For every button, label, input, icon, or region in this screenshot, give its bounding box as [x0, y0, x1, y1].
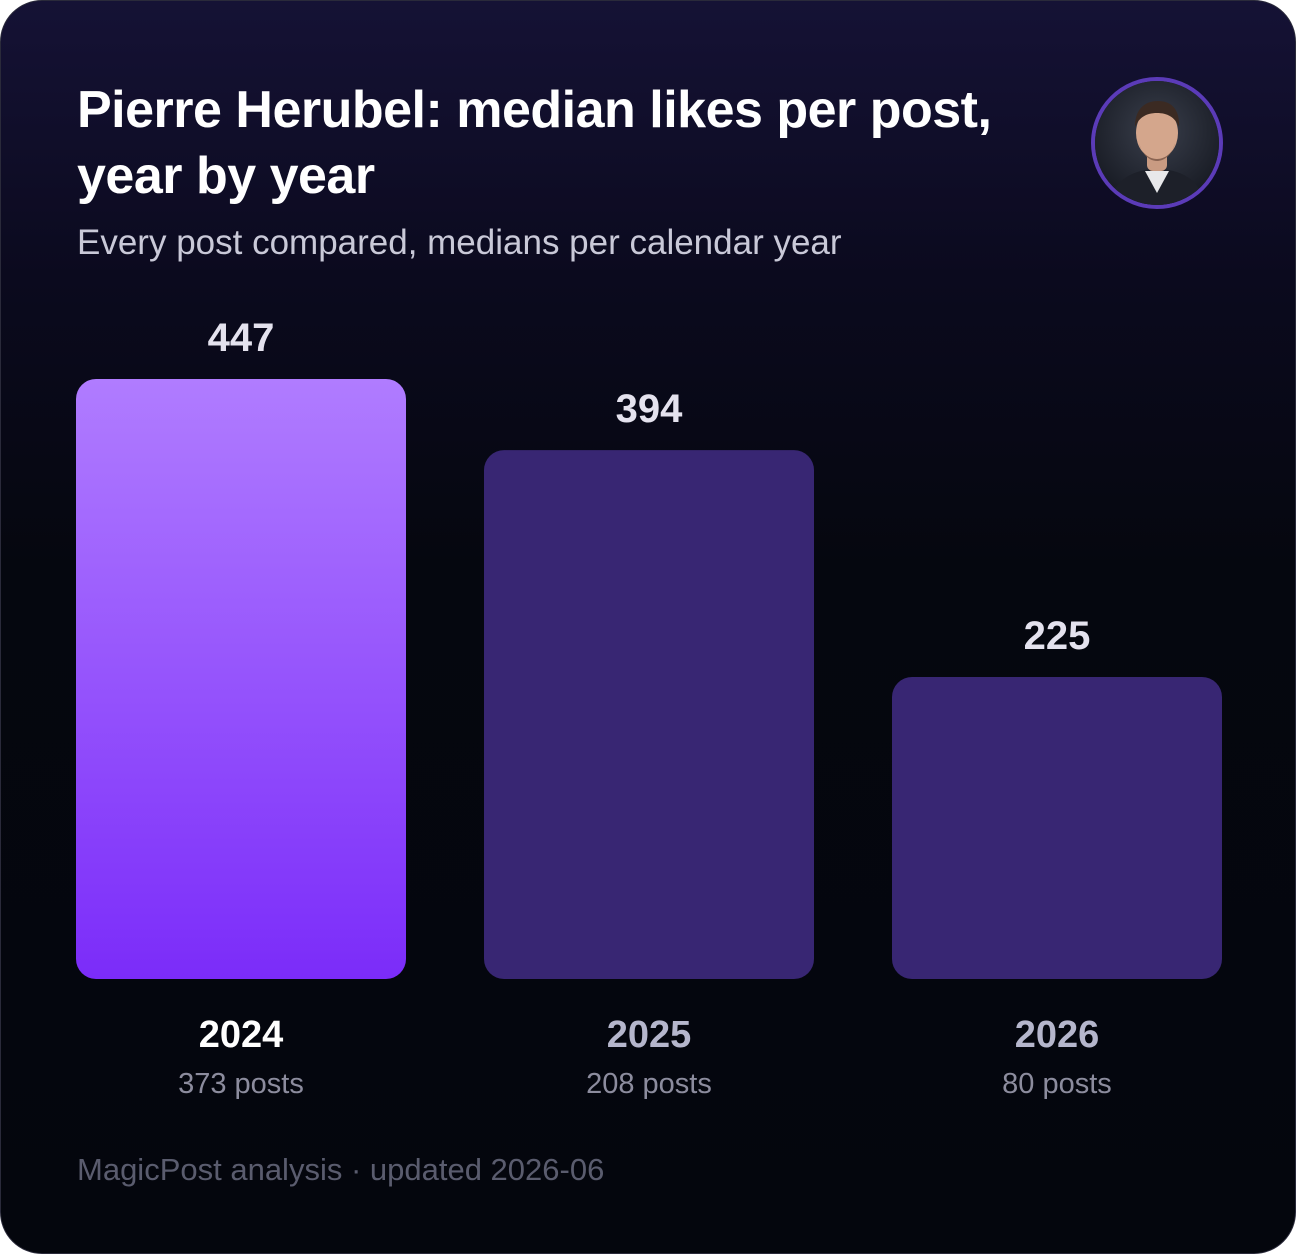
- avatar: [1091, 77, 1223, 209]
- chart-subtitle: Every post compared, medians per calenda…: [77, 223, 842, 262]
- bar-2026: [892, 676, 1222, 979]
- value-label-2026: 225: [1024, 614, 1091, 658]
- footer-source: MagicPost analysis · updated 2026-06: [77, 1152, 605, 1187]
- category-label-2025: 2025: [607, 1014, 692, 1056]
- post-count-2024: 373 posts: [178, 1068, 304, 1100]
- chart-title: Pierre Herubel: median likes per post, y…: [77, 81, 992, 205]
- category-label-2024: 2024: [199, 1014, 284, 1056]
- value-label-2025: 394: [616, 387, 683, 431]
- bar-2024: [76, 379, 406, 979]
- person-portrait-icon: [1095, 81, 1219, 205]
- post-count-2025: 208 posts: [586, 1068, 712, 1100]
- value-label-2024: 447: [208, 316, 275, 360]
- post-count-2026: 80 posts: [1002, 1068, 1112, 1100]
- bar-2025: [484, 450, 814, 979]
- category-label-2026: 2026: [1015, 1014, 1100, 1056]
